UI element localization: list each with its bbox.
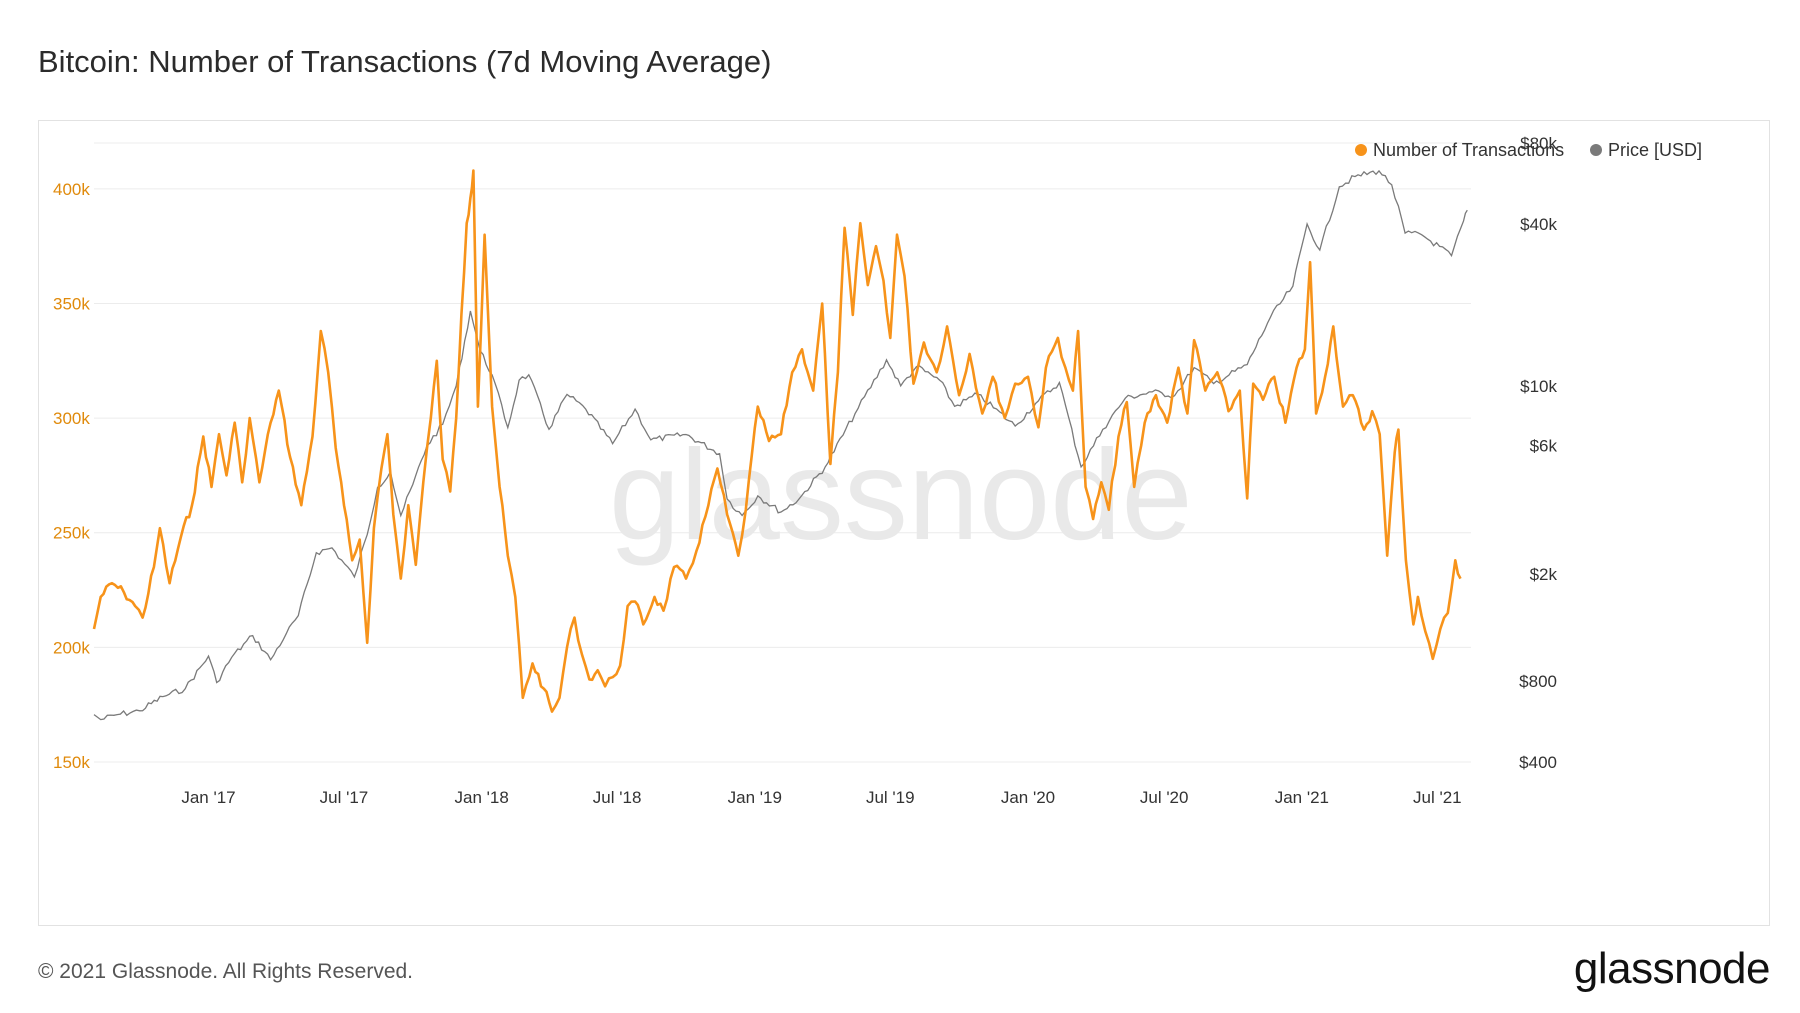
chart-title: Bitcoin: Number of Transactions (7d Movi… [38,44,772,79]
x-axis-tick-label: Jul '19 [866,788,915,807]
chart-panel: glassnode 150k 200k 250k 300k 350k 400k $400 $… [38,120,1770,926]
x-axis-tick-label: Jul '18 [593,788,642,807]
right-axis-tick-label: $2k [1530,565,1558,584]
left-axis-ticks: 150k 200k 250k 300k 350k 400k [53,180,90,772]
price-series-line [93,169,1468,721]
x-axis-tick-label: Jan '18 [455,788,509,807]
legend: Number of Transactions Price [USD] [1355,140,1702,160]
legend-dot-transactions [1355,144,1367,156]
right-axis-tick-label: $80k [1520,134,1557,153]
x-axis-ticks: Jan '17 Jul '17 Jan '18 Jul '18 Jan '19 Jul '… [181,788,1461,807]
x-axis-tick-label: Jul '17 [320,788,369,807]
left-axis-tick-label: 150k [53,753,90,772]
right-axis-tick-label: $40k [1520,215,1557,234]
grid-lines [94,142,1471,763]
x-axis-tick-label: Jan '17 [181,788,235,807]
x-axis-tick-label: Jul '20 [1140,788,1189,807]
copyright-text: © 2021 Glassnode. All Rights Reserved. [38,960,414,983]
right-axis-tick-label: $10k [1520,377,1557,396]
x-axis-tick-label: Jan '21 [1275,788,1329,807]
x-axis-tick-label: Jan '19 [728,788,782,807]
left-axis-tick-label: 300k [53,409,90,428]
glassnode-logo[interactable]: glassnode [1573,944,1771,993]
transactions-series-line [92,169,1462,713]
x-axis-tick-label: Jan '20 [1001,788,1055,807]
right-axis-ticks: $400 $800 $2k $6k $10k $40k $80k [1519,134,1557,772]
legend-dot-price [1590,144,1602,156]
left-axis-tick-label: 250k [53,524,90,543]
right-axis-tick-label: $800 [1519,672,1557,691]
right-axis-tick-label: $6k [1530,437,1558,456]
right-axis-tick-label: $400 [1519,753,1557,772]
legend-label-transactions: Number of Transactions [1373,140,1564,160]
legend-label-price: Price [USD] [1608,140,1702,160]
left-axis-tick-label: 350k [53,294,90,313]
left-axis-tick-label: 400k [53,180,90,199]
x-axis-tick-label: Jul '21 [1413,788,1462,807]
left-axis-tick-label: 200k [53,638,90,657]
